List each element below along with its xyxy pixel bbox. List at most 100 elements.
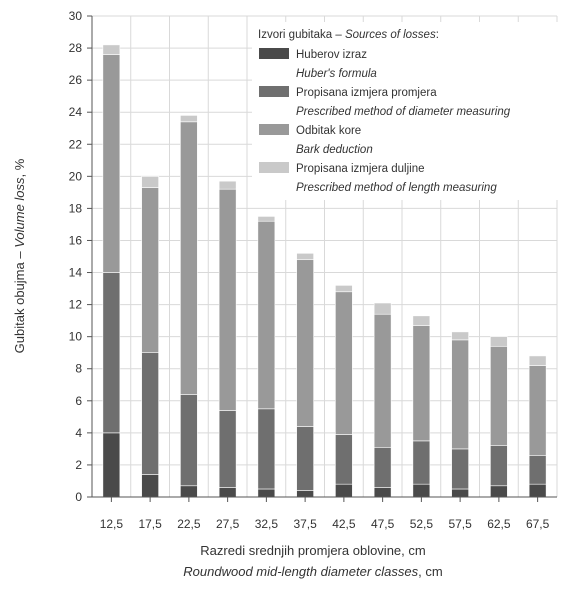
bar-segment-4 bbox=[218, 180, 237, 190]
y-axis-title-local: Gubitak obujma bbox=[12, 262, 27, 354]
x-tick-label: 52,5 bbox=[410, 517, 434, 531]
legend-title: Izvori gubitaka – Sources of losses: bbox=[258, 29, 439, 41]
bar-segment-1 bbox=[102, 432, 121, 498]
x-tick-label: 42,5 bbox=[332, 517, 356, 531]
y-tick-label: 12 bbox=[69, 298, 83, 312]
x-tick-label: 67,5 bbox=[526, 517, 550, 531]
bar-segment-4 bbox=[102, 44, 121, 55]
y-tick-label: 24 bbox=[69, 105, 83, 119]
bar-segment-4 bbox=[180, 115, 198, 123]
bar-segment-1 bbox=[335, 483, 353, 498]
bar-segment-4 bbox=[528, 355, 547, 366]
legend-title-tail: : bbox=[436, 29, 439, 41]
bar-segment-4 bbox=[296, 252, 314, 261]
bar-segment-1 bbox=[451, 488, 469, 498]
legend-label-english-4: Prescribed method of length measuring bbox=[296, 182, 497, 194]
bar-segment-3 bbox=[412, 325, 431, 442]
axes bbox=[87, 15, 557, 502]
bar-segment-4 bbox=[373, 302, 392, 315]
x-tick-label: 62,5 bbox=[487, 517, 511, 531]
bar-segment-3 bbox=[257, 220, 276, 410]
bar-segment-3 bbox=[141, 187, 159, 353]
y-tick-label: 6 bbox=[75, 394, 82, 408]
legend-label-3: Odbitak kore bbox=[296, 125, 361, 137]
bar-segment-2 bbox=[218, 410, 237, 488]
bar-segment-4 bbox=[257, 216, 276, 222]
legend-title-english: Sources of losses bbox=[345, 29, 436, 41]
legend-label-4: Propisana izmjera duljine bbox=[296, 163, 424, 175]
y-tick-label: 26 bbox=[69, 73, 83, 87]
bar-segment-3 bbox=[218, 188, 237, 411]
y-tick-label: 30 bbox=[69, 9, 83, 23]
x-axis-title-english: Roundwood mid-length diameter classes bbox=[183, 564, 418, 579]
bar-segment-1 bbox=[373, 487, 392, 498]
legend-swatch-3 bbox=[259, 124, 289, 135]
bars bbox=[102, 44, 547, 498]
bar-segment-2 bbox=[451, 448, 469, 490]
x-tick-label: 37,5 bbox=[293, 517, 317, 531]
bar-segment-2 bbox=[141, 352, 159, 475]
y-tick-label: 14 bbox=[69, 266, 83, 280]
y-tick-label: 10 bbox=[69, 330, 83, 344]
y-tick-label: 18 bbox=[69, 201, 83, 215]
legend-title-local: Izvori gubitaka – bbox=[258, 29, 345, 41]
bar-segment-4 bbox=[141, 176, 159, 188]
y-tick-label: 28 bbox=[69, 41, 83, 55]
legend-label-english-2: Prescribed method of diameter measuring bbox=[296, 106, 511, 118]
x-axis-title-english-line: Roundwood mid-length diameter classes, c… bbox=[183, 564, 442, 579]
y-tick-label: 2 bbox=[75, 458, 82, 472]
bar-segment-4 bbox=[412, 315, 431, 326]
legend-label-english-1: Huber's formula bbox=[296, 68, 377, 80]
bar-segment-2 bbox=[180, 394, 198, 487]
y-tick-label: 8 bbox=[75, 362, 82, 376]
bar-segment-1 bbox=[218, 487, 237, 498]
bar-segment-3 bbox=[528, 365, 547, 456]
y-axis-title-english: Volume loss bbox=[12, 177, 27, 248]
bar-segment-3 bbox=[102, 54, 121, 273]
x-tick-label: 47,5 bbox=[371, 517, 395, 531]
x-tick-label: 27,5 bbox=[216, 517, 240, 531]
bar-segment-3 bbox=[451, 339, 469, 450]
x-tick-label: 12,5 bbox=[100, 517, 124, 531]
bar-segment-2 bbox=[296, 426, 314, 491]
bar-segment-3 bbox=[490, 345, 508, 446]
y-tick-label: 16 bbox=[69, 233, 83, 247]
x-tick-label: 57,5 bbox=[448, 517, 472, 531]
bar-segment-2 bbox=[490, 445, 508, 487]
bar-segment-3 bbox=[335, 291, 353, 435]
bar-segment-4 bbox=[335, 285, 353, 293]
bar-segment-3 bbox=[180, 121, 198, 395]
bar-segment-1 bbox=[528, 483, 547, 498]
x-axis-title-local: Razredi srednjih promjera oblovine, cm bbox=[200, 543, 425, 558]
bar-segment-4 bbox=[490, 336, 508, 347]
y-tick-label: 20 bbox=[69, 169, 83, 183]
y-tick-label: 0 bbox=[75, 490, 82, 504]
y-axis-title-separator: – bbox=[12, 248, 27, 262]
bar-segment-1 bbox=[490, 485, 508, 498]
bar-segment-1 bbox=[180, 485, 198, 498]
bar-segment-1 bbox=[141, 474, 159, 498]
legend: Izvori gubitaka – Sources of losses: Hub… bbox=[252, 22, 558, 200]
legend-swatch-2 bbox=[259, 86, 289, 97]
bar-segment-3 bbox=[296, 259, 314, 427]
legend-swatch-4 bbox=[259, 162, 289, 173]
x-axis-title-english-unit: , cm bbox=[418, 564, 443, 579]
y-axis-title: Gubitak obujma – Volume loss, % bbox=[12, 158, 27, 353]
legend-background bbox=[252, 22, 558, 200]
bar-segment-2 bbox=[102, 272, 121, 434]
x-tick-label: 22,5 bbox=[177, 517, 201, 531]
x-tick-label: 32,5 bbox=[255, 517, 279, 531]
legend-swatch-1 bbox=[259, 48, 289, 59]
bar-segment-1 bbox=[412, 483, 431, 498]
bar-segment-2 bbox=[528, 455, 547, 485]
bar-segment-2 bbox=[412, 440, 431, 485]
bar-segment-4 bbox=[451, 331, 469, 341]
x-tick-label: 17,5 bbox=[138, 517, 162, 531]
bar-segment-2 bbox=[257, 408, 276, 490]
bar-segment-2 bbox=[335, 434, 353, 485]
bar-segment-3 bbox=[373, 313, 392, 448]
bar-segment-1 bbox=[296, 490, 314, 498]
